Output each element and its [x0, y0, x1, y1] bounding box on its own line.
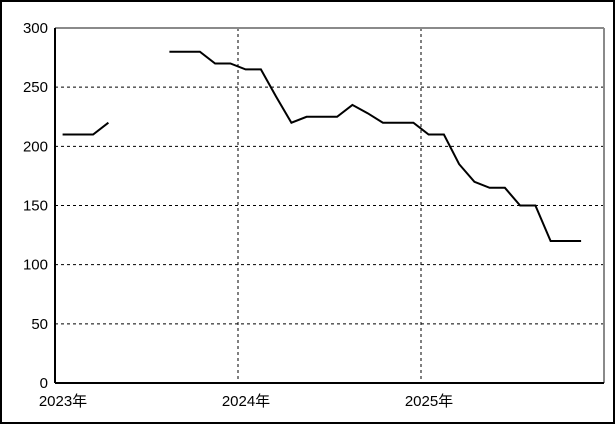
y-tick-label: 0 [40, 375, 48, 392]
data-series [62, 50, 582, 242]
x-axis-year-label: 2023年 [39, 393, 87, 410]
x-axis-labels: 2023年 2024年 2025年 [39, 393, 453, 410]
x-axis-year-label: 2025年 [405, 393, 453, 410]
y-tick-label: 200 [23, 138, 48, 155]
y-tick-label: 100 [23, 257, 48, 274]
data-line-segment [169, 50, 582, 242]
y-tick-label: 300 [23, 20, 48, 37]
y-tick-label: 250 [23, 79, 48, 96]
x-axis-year-label: 2024年 [222, 393, 270, 410]
y-tick-label: 50 [31, 316, 48, 333]
y-tick-label: 150 [23, 198, 48, 215]
data-line-segment [62, 121, 110, 136]
plot-borders [54, 27, 605, 384]
y-tick-labels: 0 50 100 150 200 250 300 [23, 20, 48, 392]
gridlines [55, 28, 604, 383]
